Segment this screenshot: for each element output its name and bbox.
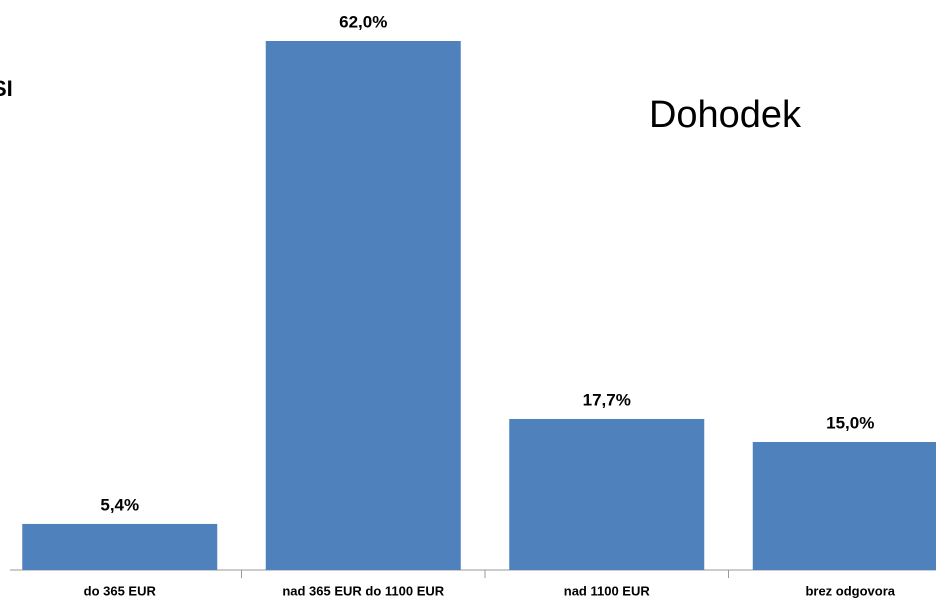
bar: [752, 442, 936, 570]
x-tick-label: nad 365 EUR do 1100 EUR: [282, 583, 444, 598]
x-tick-label: nad 1100 EUR: [564, 583, 651, 598]
x-tick-label: do 365 EUR: [84, 583, 157, 598]
data-label: 17,7%: [583, 390, 631, 409]
bar: [22, 523, 218, 570]
data-label: 5,4%: [100, 495, 139, 514]
x-tick-label: brez odgovora: [805, 583, 895, 598]
chart-title: Dohodek: [649, 94, 802, 136]
bar: [265, 41, 461, 570]
data-label: 15,0%: [826, 414, 874, 433]
bar: [509, 418, 705, 570]
data-label: 62,0%: [339, 12, 387, 31]
annotation: SI: [0, 76, 13, 101]
